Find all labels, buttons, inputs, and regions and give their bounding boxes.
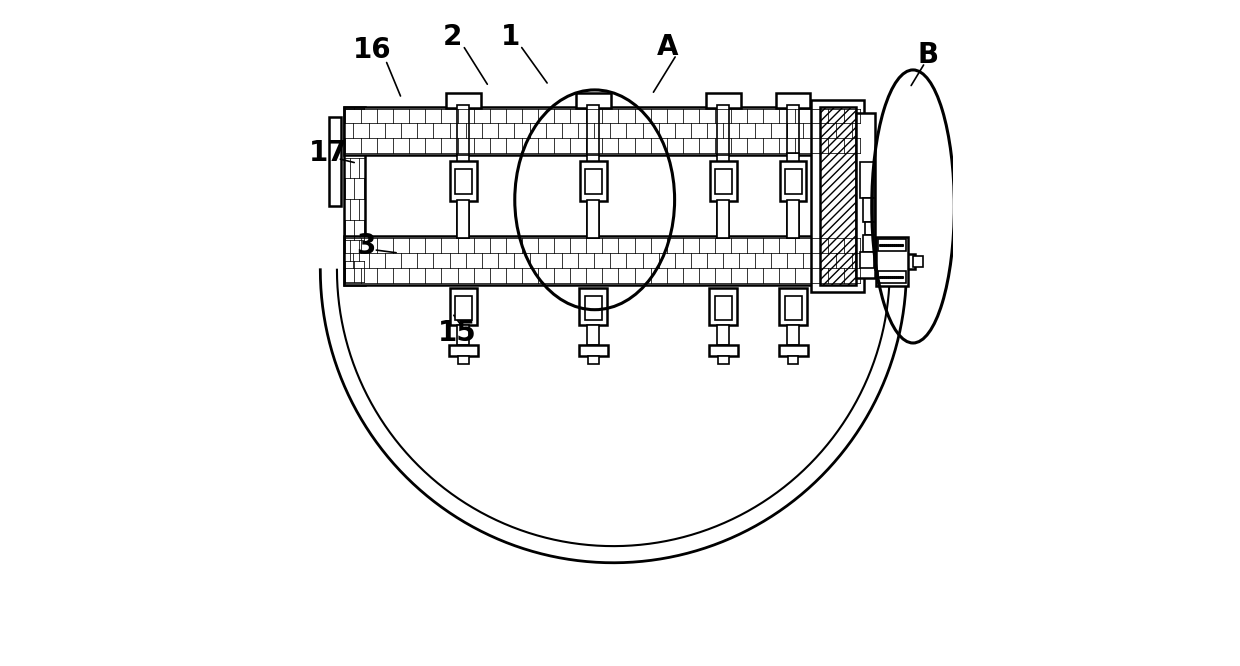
Bar bbox=[861, 252, 874, 268]
Bar bbox=[779, 345, 807, 356]
Bar bbox=[588, 105, 599, 156]
Text: B: B bbox=[918, 41, 939, 69]
Bar bbox=[787, 153, 799, 238]
Bar bbox=[787, 200, 799, 238]
Bar bbox=[579, 288, 608, 325]
Bar bbox=[446, 93, 481, 108]
Text: 1: 1 bbox=[501, 23, 520, 51]
Bar bbox=[857, 113, 875, 278]
Text: 3: 3 bbox=[356, 232, 376, 260]
Bar bbox=[449, 345, 479, 356]
Bar bbox=[708, 345, 738, 356]
Bar bbox=[455, 296, 472, 320]
Bar bbox=[878, 239, 906, 251]
Bar bbox=[585, 169, 601, 194]
Bar bbox=[458, 105, 470, 156]
Bar bbox=[588, 200, 599, 238]
Bar bbox=[588, 325, 599, 345]
Text: A: A bbox=[657, 33, 678, 61]
Bar bbox=[863, 235, 874, 252]
Bar bbox=[875, 254, 915, 268]
Bar bbox=[861, 162, 874, 198]
Bar bbox=[458, 155, 470, 238]
Bar bbox=[458, 356, 469, 364]
Bar bbox=[785, 296, 802, 320]
Bar bbox=[577, 93, 610, 108]
Bar bbox=[455, 169, 472, 194]
Bar bbox=[717, 200, 729, 238]
Bar bbox=[811, 100, 864, 292]
Bar bbox=[717, 105, 729, 156]
Bar bbox=[787, 105, 799, 156]
Bar bbox=[779, 288, 807, 325]
Bar bbox=[450, 288, 477, 325]
Bar bbox=[863, 198, 874, 222]
Bar bbox=[450, 161, 477, 201]
Bar bbox=[588, 356, 599, 364]
Bar bbox=[717, 325, 729, 345]
Bar bbox=[580, 161, 606, 201]
Text: 2: 2 bbox=[443, 23, 461, 51]
Bar bbox=[714, 296, 732, 320]
Bar bbox=[588, 155, 599, 238]
Bar bbox=[785, 169, 802, 194]
Bar bbox=[780, 161, 806, 201]
Text: 15: 15 bbox=[438, 319, 476, 347]
Bar bbox=[820, 107, 857, 285]
Bar bbox=[706, 93, 740, 108]
Bar bbox=[329, 117, 341, 206]
Bar bbox=[711, 161, 737, 201]
Bar bbox=[878, 272, 906, 284]
Bar bbox=[877, 236, 909, 286]
Bar bbox=[717, 155, 729, 238]
Bar bbox=[579, 345, 608, 356]
Bar bbox=[458, 200, 470, 238]
Bar bbox=[776, 93, 811, 108]
Bar bbox=[458, 325, 470, 345]
Bar bbox=[718, 356, 729, 364]
Bar bbox=[709, 288, 738, 325]
Bar bbox=[787, 356, 799, 364]
Bar bbox=[714, 169, 732, 194]
Bar bbox=[866, 222, 874, 235]
Bar bbox=[913, 256, 923, 266]
Bar bbox=[787, 325, 799, 345]
Bar bbox=[585, 296, 601, 320]
Text: 17: 17 bbox=[309, 139, 347, 167]
Text: 16: 16 bbox=[353, 36, 392, 64]
Bar bbox=[343, 236, 861, 285]
Bar bbox=[343, 107, 861, 155]
Bar bbox=[343, 107, 365, 285]
